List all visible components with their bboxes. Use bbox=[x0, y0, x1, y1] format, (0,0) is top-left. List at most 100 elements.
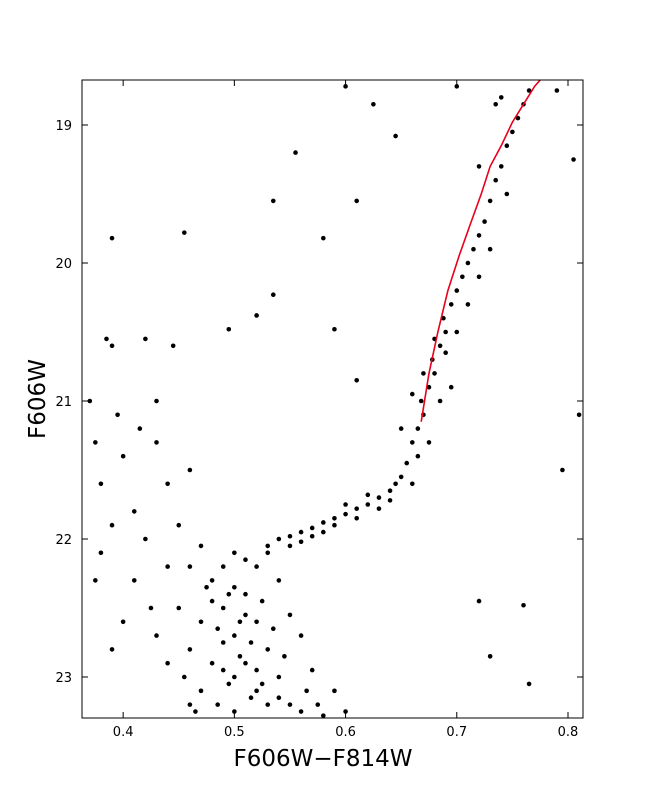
star-point bbox=[259, 598, 265, 604]
star-point bbox=[521, 602, 526, 608]
star-point bbox=[418, 398, 424, 404]
star-point bbox=[526, 681, 532, 687]
star-point bbox=[454, 288, 460, 293]
star-point bbox=[409, 481, 415, 487]
star-point bbox=[365, 492, 371, 498]
star-point bbox=[376, 506, 382, 511]
star-point bbox=[232, 674, 237, 680]
star-point bbox=[560, 467, 565, 473]
star-point bbox=[293, 150, 298, 155]
star-point bbox=[154, 398, 159, 404]
star-point bbox=[243, 591, 248, 597]
star-point bbox=[387, 488, 393, 494]
star-point bbox=[109, 235, 115, 241]
star-point bbox=[398, 426, 404, 431]
star-point bbox=[454, 84, 460, 89]
star-point bbox=[232, 585, 237, 590]
star-point bbox=[343, 502, 348, 507]
star-point bbox=[465, 260, 471, 266]
star-point bbox=[298, 709, 304, 714]
star-point bbox=[321, 520, 326, 525]
star-point bbox=[165, 660, 170, 666]
star-point bbox=[254, 667, 259, 673]
star-point bbox=[487, 246, 493, 252]
star-point bbox=[120, 619, 126, 625]
star-point bbox=[343, 511, 348, 517]
star-point bbox=[187, 564, 193, 569]
star-point bbox=[209, 660, 215, 666]
star-point bbox=[426, 384, 432, 390]
star-point bbox=[187, 702, 193, 707]
star-point bbox=[109, 647, 115, 652]
star-point bbox=[154, 440, 159, 445]
star-point bbox=[254, 564, 259, 569]
star-point bbox=[365, 502, 371, 507]
star-point bbox=[198, 688, 204, 694]
star-point bbox=[237, 654, 243, 659]
star-point bbox=[443, 329, 448, 335]
star-point bbox=[415, 453, 421, 459]
star-point bbox=[254, 688, 259, 694]
star-point bbox=[265, 550, 271, 556]
star-point bbox=[143, 336, 148, 342]
star-point bbox=[487, 198, 493, 204]
star-point bbox=[421, 371, 426, 376]
star-point bbox=[243, 557, 248, 563]
star-point bbox=[487, 654, 493, 659]
star-point bbox=[215, 626, 220, 632]
star-point bbox=[471, 246, 476, 252]
star-point bbox=[143, 536, 148, 542]
star-point bbox=[276, 674, 282, 680]
star-point bbox=[448, 384, 454, 390]
star-point bbox=[226, 326, 232, 332]
plot-area bbox=[87, 80, 582, 718]
star-point bbox=[437, 398, 443, 404]
star-point bbox=[232, 709, 237, 714]
star-point bbox=[404, 460, 410, 466]
star-point bbox=[504, 143, 510, 148]
x-tick-label: 0.4 bbox=[113, 725, 134, 740]
star-point bbox=[371, 101, 376, 107]
star-point bbox=[165, 481, 170, 487]
star-point bbox=[315, 702, 321, 707]
star-point bbox=[265, 543, 271, 549]
star-point bbox=[287, 533, 293, 539]
star-point bbox=[270, 626, 276, 632]
star-point bbox=[309, 525, 315, 531]
star-point bbox=[393, 133, 398, 139]
star-point bbox=[398, 474, 404, 480]
star-point bbox=[109, 343, 115, 349]
star-point bbox=[448, 302, 454, 307]
star-point bbox=[204, 585, 209, 590]
star-point bbox=[493, 177, 499, 183]
star-point bbox=[393, 481, 398, 487]
star-point bbox=[87, 398, 93, 404]
star-point bbox=[476, 274, 482, 280]
y-axis-label: F606W bbox=[25, 359, 51, 439]
star-point bbox=[254, 619, 259, 625]
star-point bbox=[109, 522, 115, 528]
star-point bbox=[332, 688, 337, 694]
star-point bbox=[193, 709, 198, 714]
star-point bbox=[187, 647, 193, 652]
star-point bbox=[309, 533, 315, 539]
y-tick-label: 19 bbox=[55, 119, 72, 134]
star-point bbox=[270, 292, 276, 298]
star-point bbox=[104, 336, 109, 342]
y-tick-label: 21 bbox=[55, 395, 72, 410]
star-point bbox=[354, 516, 359, 521]
star-point bbox=[321, 713, 326, 718]
y-tick-label: 23 bbox=[55, 671, 72, 686]
star-point bbox=[187, 467, 193, 473]
star-point bbox=[232, 633, 237, 638]
star-point bbox=[198, 619, 204, 625]
star-point bbox=[93, 440, 98, 445]
star-point bbox=[248, 640, 254, 645]
star-point bbox=[498, 95, 504, 100]
star-point bbox=[93, 578, 98, 583]
x-tick-label: 0.8 bbox=[558, 725, 579, 740]
star-point bbox=[332, 326, 337, 332]
